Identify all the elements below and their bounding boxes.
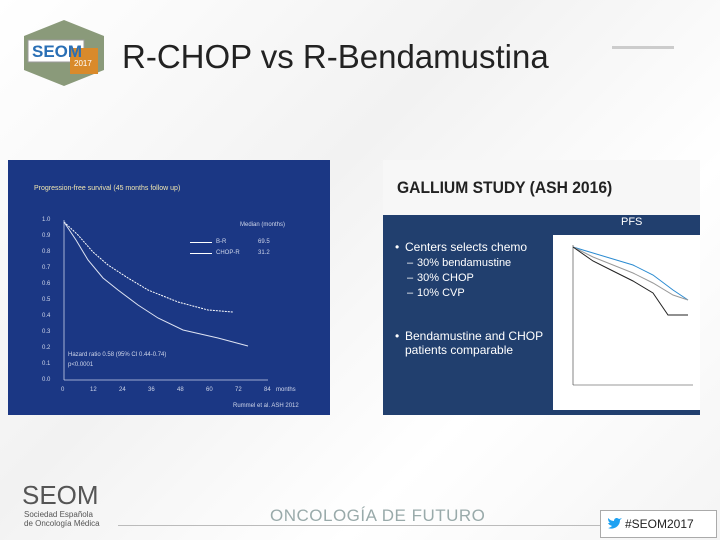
stat: p<0.0001 [68, 362, 94, 368]
bullet-dot: • [395, 240, 400, 254]
legend-value: 69.5 [258, 239, 270, 245]
legend-swatch [190, 242, 212, 243]
pfs-chart [553, 235, 700, 410]
y-tick-label: 0.4 [42, 313, 51, 319]
twitter-icon [608, 517, 622, 529]
figure-title: Progression-free survival (45 months fol… [34, 185, 181, 192]
hashtag: #SEOM2017 [625, 517, 694, 531]
bullet-text: Bendamustine and CHOP patients comparabl… [405, 329, 543, 357]
x-tick-label: 72 [235, 387, 242, 393]
x-tick-label: 0 [61, 387, 65, 393]
stat: Hazard ratio 0.58 (95% CI 0.44-0.74) [68, 352, 167, 358]
x-tick-label: 60 [206, 387, 213, 393]
sub-bullet: –30% CHOP [405, 272, 555, 284]
y-tick-label: 0.5 [42, 297, 51, 303]
footnote: Rummel et al. ASH 2012 [233, 403, 299, 409]
hashtag-box: #SEOM2017 [600, 510, 717, 538]
x-tick-label: 24 [119, 387, 126, 393]
slide-title: R-CHOP vs R-Bendamustina [122, 38, 549, 75]
bullet-list: • Centers selects chemo –30% bendamustine –… [395, 240, 555, 357]
legend-name: CHOP-R [216, 250, 240, 256]
logo-year: 2017 [74, 59, 92, 68]
figure-header [383, 160, 700, 215]
x-unit: months [276, 387, 296, 393]
y-tick-label: 0.0 [42, 377, 51, 383]
pfs-curves [572, 245, 693, 386]
footer-rule [118, 525, 600, 526]
x-tick-label: 84 [264, 387, 271, 393]
x-tick-label: 48 [177, 387, 184, 393]
bullet-text: Centers selects chemo [405, 240, 528, 254]
legend-name: B-R [216, 239, 227, 245]
footer-logo: SEOM [22, 480, 99, 510]
bullet-dot: • [395, 329, 400, 343]
x-tick-label: 36 [148, 387, 155, 393]
sub-bullet: –30% bendamustine [405, 257, 555, 269]
y-tick-label: 0.6 [42, 281, 51, 287]
society-line: Sociedad Española [24, 510, 93, 519]
sub-dash: – [407, 272, 414, 284]
x-tick-label: 12 [90, 387, 97, 393]
logo-text: SEOM [32, 42, 82, 61]
y-tick-label: 0.7 [42, 265, 51, 271]
y-tick-label: 1.0 [42, 217, 51, 223]
logo: SEOM 2017 [24, 20, 104, 86]
sub-bullet: –10% CVP [405, 287, 555, 299]
figure-title: GALLIUM STUDY (ASH 2016) [397, 178, 613, 197]
sub-text: 30% bendamustine [417, 257, 512, 269]
society-line: de Oncología Médica [24, 519, 100, 528]
slogan: ONCOLOGÍA DE FUTURO [270, 506, 486, 525]
left-figure: Progression-free survival (45 months fol… [8, 160, 330, 415]
y-tick-label: 0.9 [42, 233, 51, 239]
km-curves [63, 220, 268, 381]
sub-dash: – [407, 257, 414, 269]
y-tick-label: 0.8 [42, 249, 51, 255]
bullet: • Bendamustine and CHOP patients comparab… [395, 329, 555, 357]
sub-text: 30% CHOP [417, 272, 474, 284]
y-tick-label: 0.2 [42, 345, 51, 351]
sub-dash: – [407, 287, 414, 299]
legend-swatch [190, 253, 212, 254]
y-tick-label: 0.1 [42, 361, 51, 367]
bullet: • Centers selects chemo –30% bendamustine –… [395, 240, 555, 299]
title-rule [612, 46, 674, 49]
sub-text: 10% CVP [417, 287, 465, 299]
society: Sociedad Española de Oncología Médica [24, 510, 100, 528]
legend-value: 31.2 [258, 250, 270, 256]
y-tick-label: 0.3 [42, 329, 51, 335]
legend-title: Median (months) [240, 222, 286, 228]
chart-title: PFS [621, 216, 643, 228]
right-figure: GALLIUM STUDY (ASH 2016) PFS • Centers se… [383, 160, 700, 415]
